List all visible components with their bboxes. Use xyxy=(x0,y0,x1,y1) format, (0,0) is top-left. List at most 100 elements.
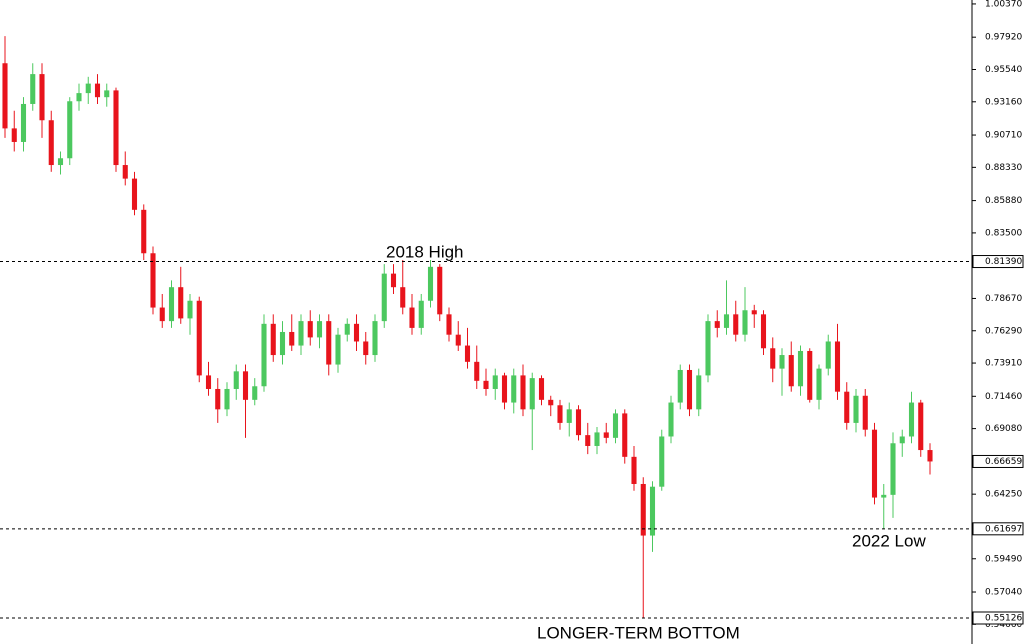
candle-body xyxy=(104,90,110,98)
candle-body xyxy=(622,413,628,457)
candle-body xyxy=(178,287,184,319)
candle-body xyxy=(85,83,91,94)
candle-body xyxy=(141,209,147,254)
candle-body xyxy=(39,74,45,121)
current-price-label: 0.66659 xyxy=(985,457,1022,467)
candle-body xyxy=(427,266,434,301)
candle-body xyxy=(437,266,443,315)
candle-body xyxy=(390,273,397,288)
candle-body xyxy=(363,341,369,356)
candle-body xyxy=(871,429,878,498)
candle-body xyxy=(409,307,415,328)
candle-body xyxy=(131,178,138,210)
candle-body xyxy=(529,378,535,410)
candle-body xyxy=(612,413,619,438)
candle-body xyxy=(233,371,239,389)
candle-body xyxy=(335,334,341,365)
candle-body xyxy=(270,323,276,356)
current-price-box xyxy=(972,454,1024,468)
y-tick-label: 0.59490 xyxy=(985,554,1022,564)
candle-body xyxy=(594,432,600,446)
candle-body xyxy=(150,253,156,308)
level-box xyxy=(972,255,1024,269)
candle-body xyxy=(20,103,27,142)
candle-body xyxy=(474,361,480,381)
candle-body xyxy=(316,321,323,338)
y-tick-label: 0.93160 xyxy=(985,97,1022,107)
candle-body xyxy=(649,486,656,536)
candle-body xyxy=(159,307,165,322)
candle-body xyxy=(640,483,646,536)
candle-body xyxy=(464,345,471,362)
candle-body xyxy=(844,391,850,423)
level-label: 0.55126 xyxy=(985,613,1022,623)
candle-body xyxy=(862,395,868,430)
candle-body xyxy=(890,443,896,495)
y-tick-label: 0.71460 xyxy=(985,392,1022,402)
candle-body xyxy=(918,402,924,451)
candle-body xyxy=(279,331,286,356)
candle-body xyxy=(881,494,887,498)
candle-body xyxy=(446,314,452,335)
candle-body xyxy=(94,83,101,98)
y-tick-label: 0.85880 xyxy=(985,196,1022,206)
candle-body xyxy=(11,128,17,142)
candle-body xyxy=(585,435,591,446)
candle-body xyxy=(686,369,693,410)
candle-body xyxy=(816,368,822,400)
y-tick-label: 0.57040 xyxy=(985,588,1022,598)
candle-body xyxy=(48,120,54,166)
candle-body xyxy=(853,395,859,423)
candle-body xyxy=(659,436,665,487)
candle-body xyxy=(353,323,360,342)
candle-body xyxy=(742,310,748,335)
candle-body xyxy=(187,300,193,319)
candle-body xyxy=(252,386,258,400)
candle-body xyxy=(492,375,498,389)
candle-body xyxy=(548,399,554,406)
candle-body xyxy=(224,388,230,410)
candle-body xyxy=(261,323,267,387)
candle-body xyxy=(631,456,637,484)
candle-body xyxy=(113,90,119,166)
candle-body xyxy=(770,348,776,369)
candle-body xyxy=(344,323,350,335)
candle-body xyxy=(779,355,785,369)
candle-body xyxy=(400,287,406,308)
candle-body xyxy=(723,314,730,328)
candle-body xyxy=(825,341,831,369)
candle-body xyxy=(307,321,313,338)
y-tick-label: 0.64250 xyxy=(985,490,1022,500)
y-tick-label: 0.78670 xyxy=(985,294,1022,304)
candle-body xyxy=(760,314,767,349)
candle-body xyxy=(557,405,563,423)
candle-body xyxy=(733,314,739,335)
annotation: LONGER-TERM BOTTOM xyxy=(537,623,740,642)
candle-body xyxy=(67,101,73,159)
candle-body xyxy=(122,165,128,179)
candle-body xyxy=(298,321,304,346)
candle-body xyxy=(668,402,674,437)
y-tick-label: 0.73910 xyxy=(985,359,1022,369)
candle-body xyxy=(76,93,82,102)
candle-body xyxy=(483,380,489,389)
y-tick-label: 0.90710 xyxy=(985,131,1022,141)
level-box xyxy=(972,611,1024,625)
candle-body xyxy=(807,350,813,400)
candle-body xyxy=(908,402,915,437)
level-label: 0.61697 xyxy=(985,524,1022,534)
candle-body xyxy=(899,436,905,444)
y-tick-label: 0.83500 xyxy=(985,228,1022,238)
y-tick-label: 0.54660 xyxy=(985,620,1022,630)
y-tick-label: 0.76290 xyxy=(985,326,1022,336)
y-tick-label: 0.88330 xyxy=(985,163,1022,173)
candle-body xyxy=(381,273,387,322)
y-tick-label: 0.69080 xyxy=(985,424,1022,434)
level-label: 0.81390 xyxy=(985,257,1022,267)
candle-body xyxy=(501,375,508,403)
candle-body xyxy=(834,341,841,392)
candle-body xyxy=(289,331,295,346)
candle-body xyxy=(927,450,933,462)
candle-body xyxy=(751,310,757,315)
